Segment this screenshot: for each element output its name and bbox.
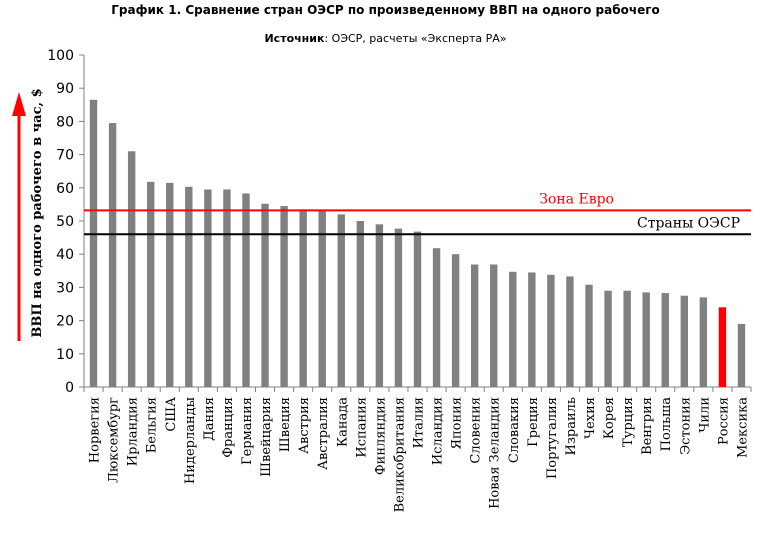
x-tick-label: Израиль <box>564 397 579 456</box>
x-tick-label: Словакия <box>507 397 522 463</box>
source-label: Источник <box>264 32 325 45</box>
x-tick-label: Исландия <box>431 397 446 465</box>
x-tick-label: Чехия <box>583 397 598 439</box>
x-tick-label: Франция <box>221 397 236 458</box>
bar <box>185 186 193 387</box>
x-tick-label: Япония <box>450 397 465 450</box>
bar <box>470 264 479 387</box>
bar <box>547 274 555 387</box>
bar <box>661 293 669 387</box>
bar <box>585 284 593 387</box>
y-tick-label: 40 <box>56 247 74 263</box>
x-tick-label: Норвегия <box>88 397 103 463</box>
y-axis-title: ВВП на одного рабочего в час, $ <box>30 88 45 337</box>
y-axis-arrow-head <box>12 92 26 116</box>
x-tick-label: Канада <box>335 397 350 447</box>
x-tick-label: Турция <box>621 397 636 447</box>
bar <box>528 272 536 387</box>
x-tick-label: Австралия <box>316 397 331 470</box>
source-text: : ОЭСР, расчеты «Эксперта РА» <box>324 32 507 45</box>
x-tick-label: Великобритания <box>392 397 407 512</box>
bar <box>394 228 403 387</box>
x-tick-label: Люксембург <box>107 397 122 483</box>
bar <box>623 290 631 387</box>
x-tick-label: Ирландия <box>126 397 141 466</box>
bar <box>604 290 612 387</box>
y-tick-label: 90 <box>56 81 74 97</box>
bar <box>699 297 708 387</box>
bar <box>223 189 231 387</box>
bar <box>204 189 212 387</box>
x-tick-label: Эстония <box>678 397 693 455</box>
y-tick-label: 10 <box>56 347 74 363</box>
bar <box>451 254 460 387</box>
x-tick-label: Германия <box>240 397 255 465</box>
x-tick-label: Финляндия <box>373 397 388 475</box>
bar <box>127 151 136 387</box>
reference-line-label: Страны ОЭСР <box>637 215 740 231</box>
bar <box>375 224 384 387</box>
y-tick-label: 30 <box>56 280 74 296</box>
x-tick-label: Швеция <box>278 397 293 452</box>
y-tick-label: 80 <box>56 114 74 130</box>
bar <box>299 209 307 387</box>
bar <box>490 264 498 387</box>
x-tick-label: Словения <box>469 397 484 464</box>
x-tick-label: Австрия <box>297 397 312 454</box>
bar <box>509 271 517 387</box>
bar <box>642 292 650 387</box>
bar <box>413 231 422 387</box>
bar <box>166 182 174 387</box>
x-tick-label: Польша <box>659 397 674 452</box>
x-tick-label: Греция <box>526 397 541 447</box>
x-tick-label: Швейцария <box>259 397 274 477</box>
bar <box>718 307 727 387</box>
bar <box>242 193 250 387</box>
x-tick-label: Чили <box>697 397 712 433</box>
bar <box>566 276 574 387</box>
bar <box>337 214 345 387</box>
bar <box>108 123 117 387</box>
bar <box>261 203 269 387</box>
x-tick-label: Новая Зеландия <box>488 397 503 509</box>
x-tick-label: Италия <box>412 397 427 448</box>
x-tick-label: Португалия <box>545 397 560 479</box>
y-tick-label: 60 <box>56 181 74 197</box>
y-tick-label: 50 <box>56 214 74 230</box>
y-tick-label: 100 <box>47 48 74 64</box>
chart-source: Источник: ОЭСР, расчеты «Эксперта РА» <box>0 32 771 45</box>
x-tick-label: Россия <box>716 397 731 445</box>
y-tick-label: 0 <box>65 380 74 396</box>
bar <box>737 323 746 387</box>
bar <box>356 221 365 387</box>
x-tick-label: Бельгия <box>145 397 160 453</box>
reference-line-label: Зона Евро <box>539 191 614 207</box>
bar <box>89 99 98 387</box>
chart-title: График 1. Сравнение стран ОЭСР по произв… <box>111 3 660 17</box>
x-tick-label: США <box>164 397 179 432</box>
y-tick-label: 70 <box>56 148 74 164</box>
bar <box>280 206 288 387</box>
bar <box>432 248 441 387</box>
x-tick-label: Испания <box>354 397 369 458</box>
bar <box>318 211 326 387</box>
bar <box>147 181 155 387</box>
y-tick-label: 20 <box>56 314 74 330</box>
bar <box>680 295 688 387</box>
x-tick-label: Мексика <box>735 397 750 458</box>
x-tick-label: Нидерланды <box>183 397 198 484</box>
x-tick-label: Корея <box>602 397 617 439</box>
x-tick-label: Венгрия <box>640 397 655 455</box>
x-tick-label: Дания <box>202 397 217 441</box>
